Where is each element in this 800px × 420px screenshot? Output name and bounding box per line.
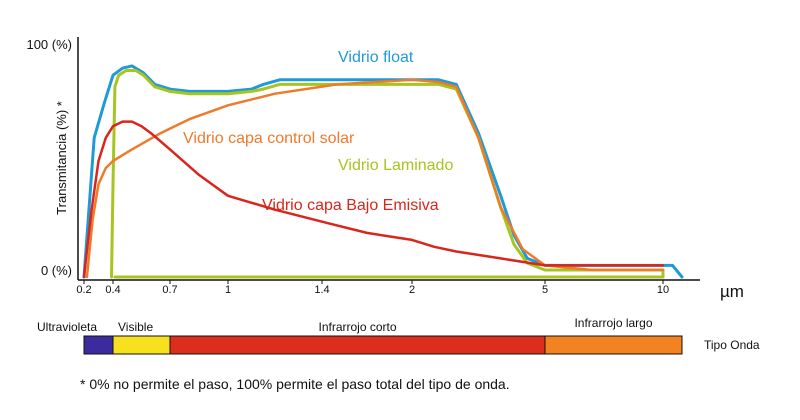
y-axis-title: Transmitancia (%) * [54,101,69,215]
band-infrarrojo-largo [544,335,683,355]
y-tick-label-0: 0 (%) [41,263,72,278]
band-ultravioleta [83,335,114,355]
x-tick-label-5: 2 [409,284,415,296]
band-label-visible: Visible [118,320,153,334]
spectrum-bar: Ultravioleta Visible Infrarrojo corto Infra… [37,316,760,355]
chart-series [82,64,684,279]
series-label-vidrio-control-solar: Vidrio capa control solar [183,130,355,147]
series-line-vidrio-float [82,64,684,279]
spectrum-caption: Tipo Onda [704,338,760,352]
x-tick-label-6: 5 [542,284,548,296]
footnote: * 0% no permite el paso, 100% permite el… [80,376,510,392]
x-tick-label-1: 0.4 [105,284,120,296]
chart-labels: Vidrio float Vidrio Laminado Vidrio capa c… [183,49,453,214]
x-tick-label-7: 10 [657,284,669,296]
x-tick-label-2: 0.7 [162,284,177,296]
x-tick-label-0: 0.2 [76,284,91,296]
series-label-vidrio-laminado: Vidrio Laminado [338,157,453,174]
band-label-ultravioleta: Ultravioleta [37,320,97,334]
series-label-vidrio-float: Vidrio float [338,49,414,66]
band-label-infrarrojo-largo: Infrarrojo largo [574,316,652,330]
series-line-vidrio-laminado [110,69,665,279]
series-line-vidrio-control-solar [85,78,665,279]
y-tick-label-100: 100 (%) [26,37,72,52]
chart-axes: 0 (%) 100 (%) Transmitancia (%) * 0.2 0.4 0.7… [26,37,744,301]
band-visible [112,335,171,355]
x-tick-label-3: 1 [225,284,231,296]
band-label-infrarrojo-corto: Infrarrojo corto [318,320,396,334]
series-line-vidrio-bajo-emisiva [82,120,665,279]
x-axis-unit: µm [720,282,744,301]
x-tick-label-4: 1.4 [314,284,329,296]
band-infrarrojo-corto [169,335,546,355]
series-label-vidrio-bajo-emisiva: Vidrio capa Bajo Emisiva [262,197,439,214]
